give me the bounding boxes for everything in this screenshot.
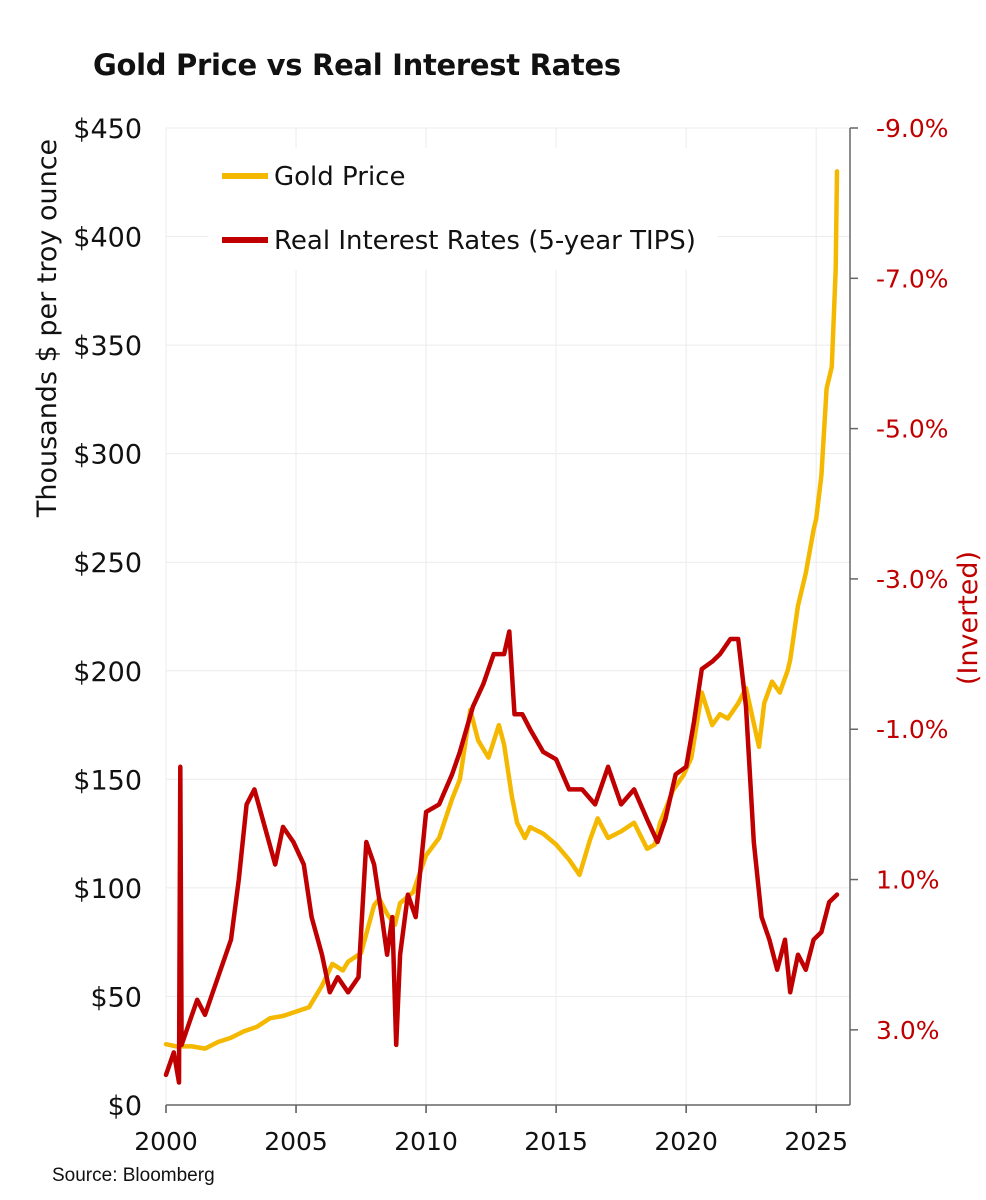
- legend-label: Gold Price: [274, 162, 405, 192]
- x-tick-label: 2015: [524, 1127, 588, 1156]
- right-tick-label: 3.0%: [876, 1016, 940, 1045]
- left-tick-label: $250: [73, 548, 142, 579]
- right-tick-label: -1.0%: [876, 715, 949, 744]
- left-tick-label: $350: [73, 331, 142, 362]
- left-tick-label: $0: [108, 1091, 142, 1122]
- x-tick-label: 2010: [394, 1127, 458, 1156]
- left-tick-label: $50: [90, 982, 142, 1013]
- right-tick-label: -9.0%: [876, 114, 949, 143]
- left-tick-label: $200: [73, 657, 142, 688]
- gold-price-line: [163, 169, 840, 1051]
- series-layer: [163, 169, 840, 1085]
- right-tick-label: -3.0%: [876, 565, 949, 594]
- left-tick-label: $300: [73, 440, 142, 471]
- x-tick-label: 2000: [134, 1127, 198, 1156]
- right-axis-title: (Inverted): [953, 551, 984, 685]
- grid-layer: [165, 127, 850, 1106]
- axes-layer: $0 $50 $100 $150 $200 $250 $300 $350 $400 $450 200…: [73, 114, 948, 1156]
- right-tick-label: 1.0%: [876, 866, 940, 895]
- right-tick-label: -7.0%: [876, 264, 949, 293]
- chart-title: Gold Price vs Real Interest Rates: [93, 48, 621, 82]
- left-axis-title: Thousands $ per troy ounce: [32, 139, 63, 518]
- left-tick-label: $100: [73, 874, 142, 905]
- legend-label: Real Interest Rates (5-year TIPS): [274, 226, 696, 256]
- x-tick-label: 2005: [264, 1127, 328, 1156]
- right-tick-label: -5.0%: [876, 415, 949, 444]
- legend: Gold Price Real Interest Rates (5-year TI…: [208, 148, 718, 270]
- label-layer: Thousands $ per troy ounce (Inverted): [32, 139, 984, 685]
- real-rates-line: [163, 629, 840, 1085]
- legend-background: [208, 148, 718, 270]
- left-tick-label: $150: [73, 765, 142, 796]
- x-tick-label: 2020: [654, 1127, 718, 1156]
- left-tick-label: $450: [73, 114, 142, 145]
- source-note: Source: Bloomberg: [52, 1165, 215, 1186]
- x-tick-label: 2025: [784, 1127, 848, 1156]
- left-tick-label: $400: [73, 223, 142, 254]
